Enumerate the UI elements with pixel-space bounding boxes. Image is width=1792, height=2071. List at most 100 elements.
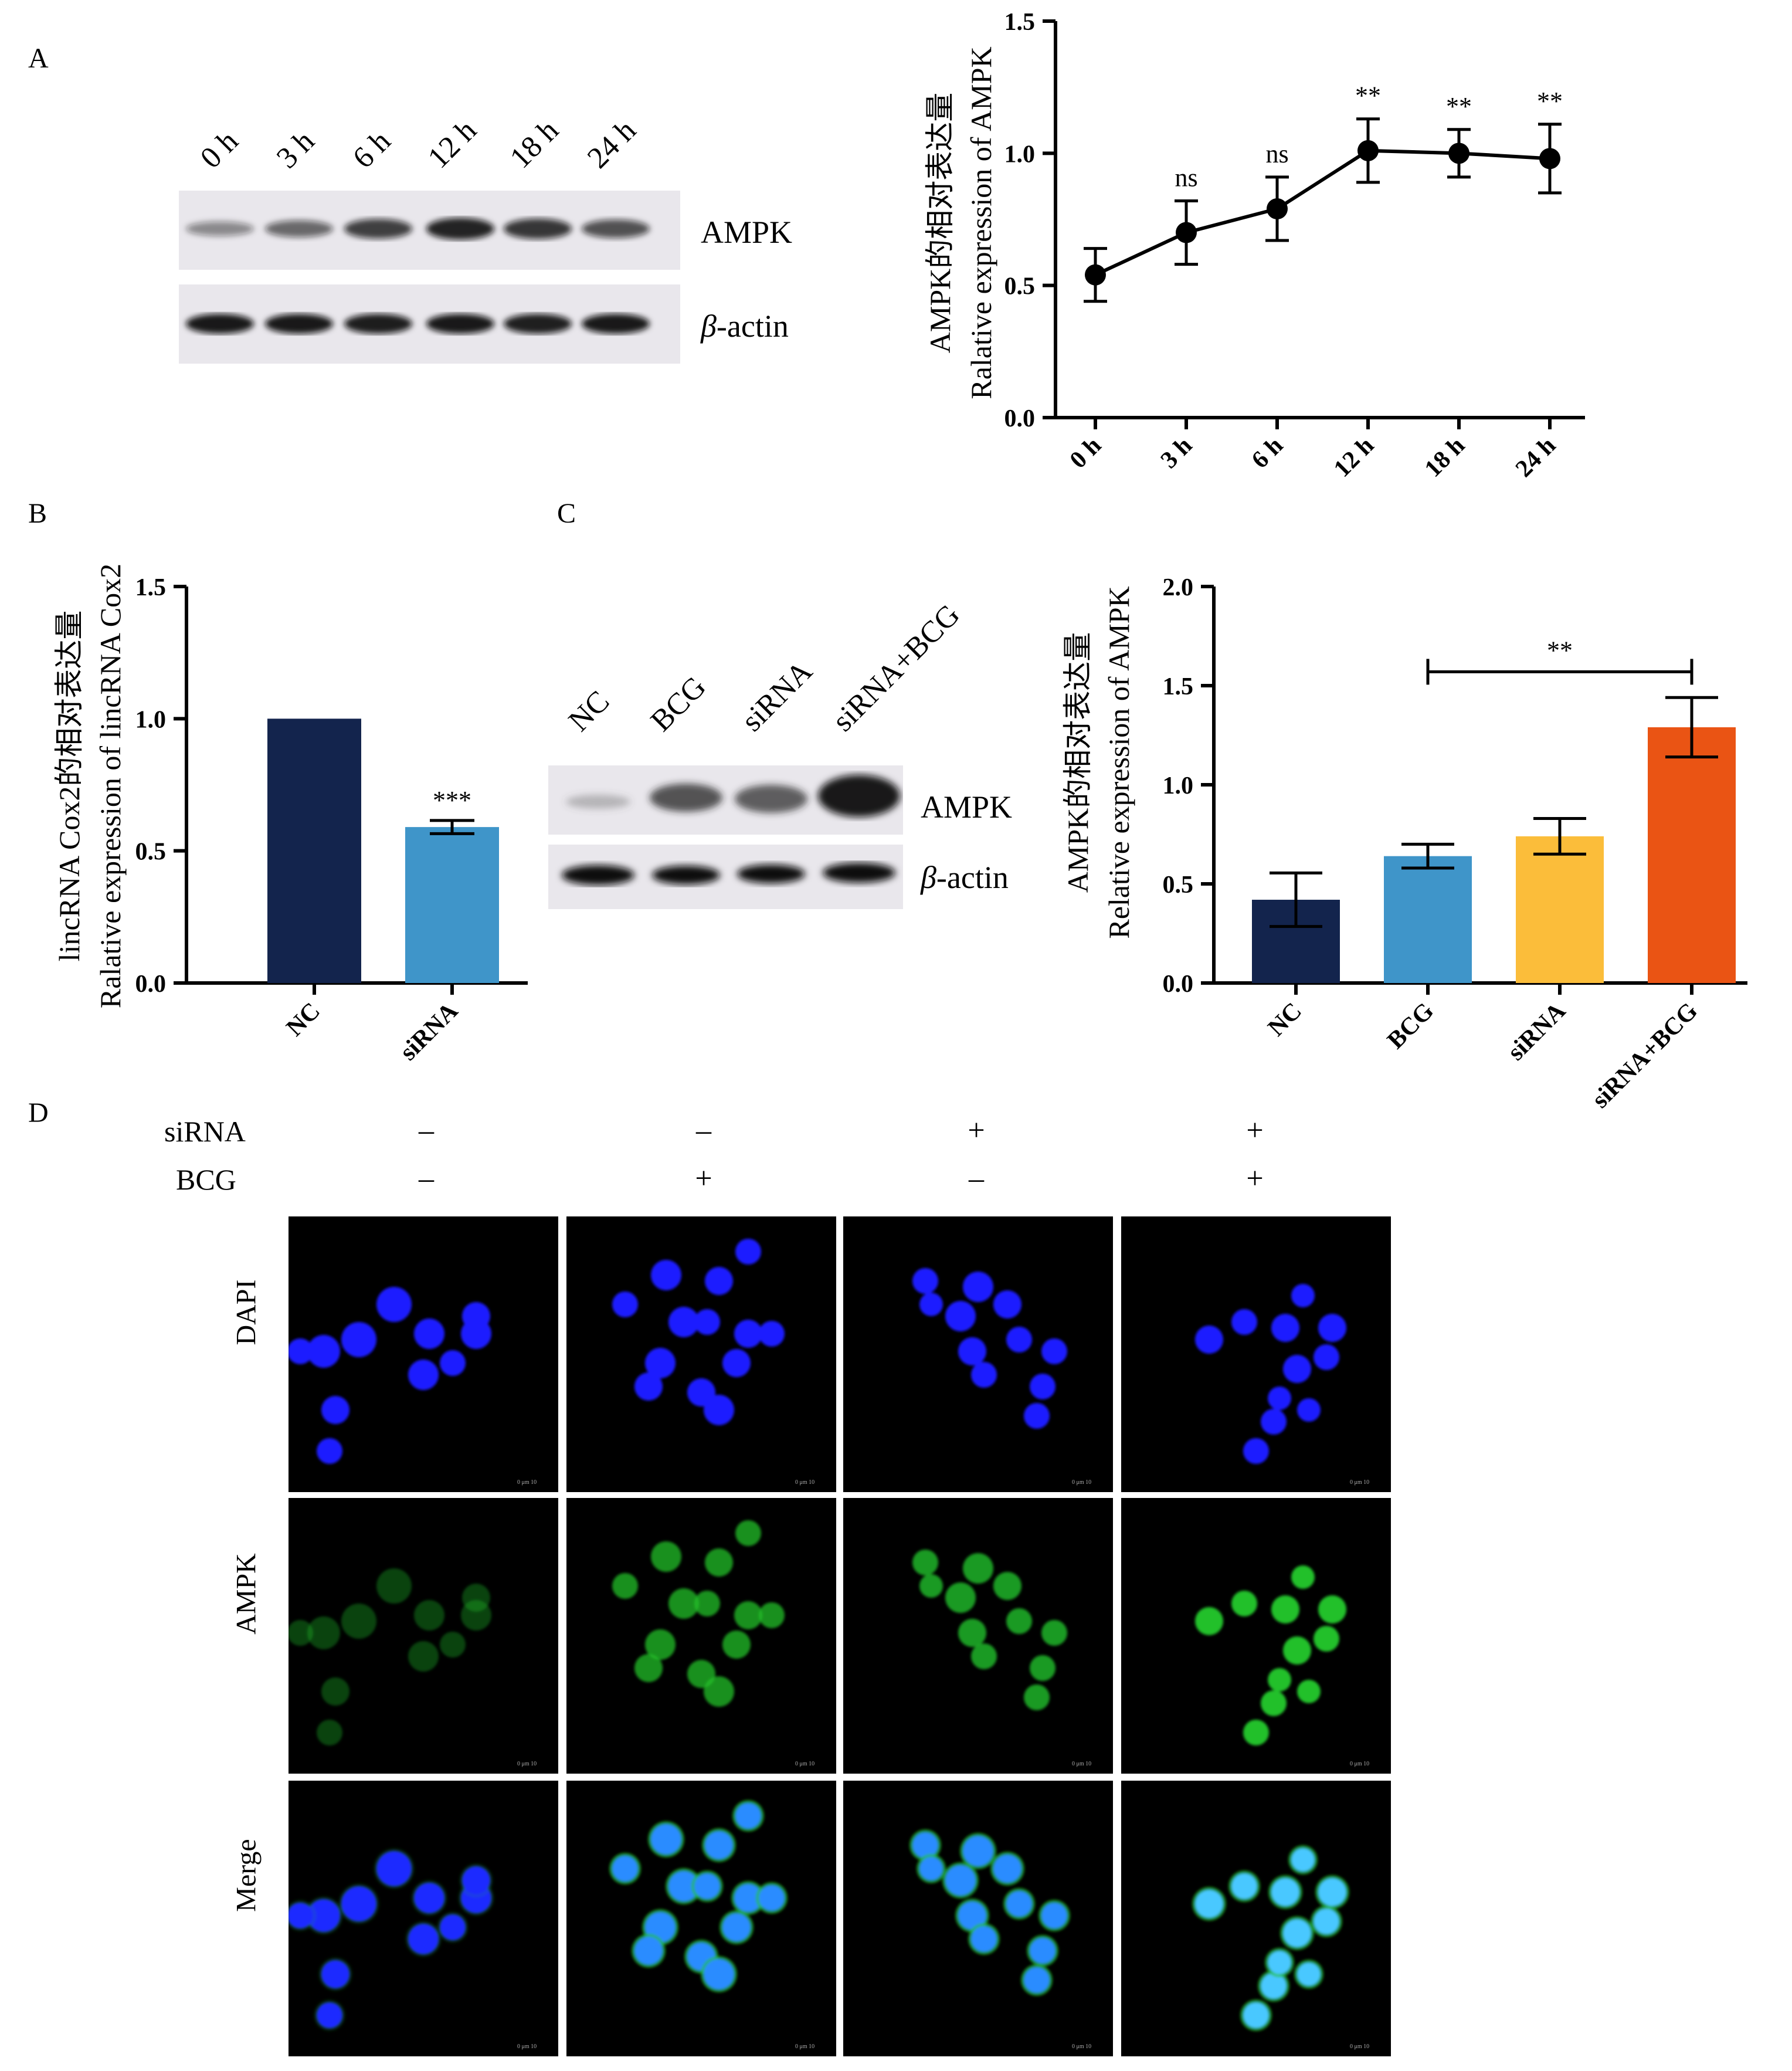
blot-a-actin-bands <box>186 314 650 334</box>
chart-b-y-tick-label: 0.5 <box>135 839 167 866</box>
chart-c-y-tick-label: 1.0 <box>1163 772 1194 799</box>
cell-nucleus <box>945 1582 976 1613</box>
cell-nucleus <box>1261 1690 1287 1716</box>
cell-nucleus <box>1283 1355 1311 1383</box>
blot-a-lane-2: 6 h <box>346 124 398 175</box>
chart-a-annotation: ** <box>1355 82 1381 110</box>
scale-bar-label: 0 μm 10 <box>795 1479 814 1486</box>
cell-nucleus <box>912 1268 938 1294</box>
cell-nucleus <box>1195 1890 1223 1918</box>
sirna-sign-2: + <box>968 1114 985 1147</box>
cell-nucleus <box>722 1631 751 1659</box>
cell-nucleus <box>634 1372 663 1401</box>
chart-a-x-tick-label: 12 h <box>1329 432 1379 483</box>
cell-nucleus <box>341 1886 376 1921</box>
blot-c-ampk-bands <box>566 775 900 817</box>
chart-b-y-tick-label: 1.0 <box>135 706 167 733</box>
chart-c-x-tick-label: siRNA <box>1502 997 1571 1066</box>
cell-nucleus <box>1195 1326 1223 1354</box>
cell-nucleus <box>1006 1608 1032 1634</box>
cell-nucleus <box>1261 1409 1287 1435</box>
cell-nucleus <box>414 1318 444 1349</box>
micrograph-background <box>566 1216 836 1492</box>
micrograph-merge-3: 0 μm 10 <box>843 1781 1113 2056</box>
chart-c-y-tick-label: 0.0 <box>1163 971 1194 998</box>
chart-c-x-tick-label: BCG <box>1382 998 1439 1055</box>
scale-bar-label: 0 μm 10 <box>795 1761 814 1767</box>
chart-a-point <box>1176 222 1197 243</box>
cell-nucleus <box>440 1914 466 1940</box>
blot-a-actin-band <box>344 314 412 334</box>
cell-nucleus <box>612 1573 638 1599</box>
chart-a-y-tick-label: 0.5 <box>1004 273 1036 300</box>
panel-label-b: B <box>28 498 47 529</box>
scale-bar-label: 0 μm 10 <box>1350 1479 1369 1486</box>
cell-nucleus <box>376 1568 412 1604</box>
cell-nucleus <box>414 1883 444 1913</box>
chart-a-point <box>1357 140 1379 161</box>
cell-nucleus <box>1297 1398 1321 1422</box>
cell-nucleus <box>722 1349 751 1377</box>
cell-nucleus <box>1024 1403 1050 1429</box>
cell-nucleus <box>945 1301 976 1331</box>
cell-nucleus <box>634 1654 663 1682</box>
chart-a-ylabel-en: Ralative expression of AMPK <box>965 46 997 399</box>
cell-nucleus <box>376 1287 412 1322</box>
cell-nucleus <box>705 1548 733 1577</box>
chart-a-x-tick-label: 18 h <box>1420 432 1470 483</box>
cell-nucleus <box>1006 1327 1032 1353</box>
blot-a-actin-band <box>504 314 572 334</box>
chart-c: 0.0 0.5 1.0 1.5 2.0 NC BCG siRNA siRNA+BCG ** AMPK… <box>1061 574 1747 1114</box>
chart-a-annotation: ** <box>1537 87 1563 116</box>
blot-a-actin-band <box>582 314 650 334</box>
blot-c-ampk-strip <box>548 765 903 835</box>
micrograph-cells <box>612 1239 785 1425</box>
chart-c-x-tick-label: NC <box>1263 998 1307 1042</box>
blot-c-label-actin: β-actin <box>921 860 1009 895</box>
blot-a-lane-5: 24 h <box>581 113 643 175</box>
cell-nucleus <box>1291 1565 1315 1589</box>
micrograph-cells <box>912 1268 1067 1429</box>
cell-nucleus <box>993 1572 1021 1600</box>
chart-a-ylabel-cn: AMPK的相对表达量 <box>924 93 956 353</box>
micrograph-merge-1: 0 μm 10 <box>289 1781 558 2056</box>
sirna-sign-3: + <box>1246 1114 1264 1147</box>
cell-nucleus <box>1271 1595 1299 1623</box>
blot-a-ampk-band <box>265 220 333 238</box>
cell-nucleus <box>612 1292 638 1317</box>
blot-a-lane-3: 12 h <box>421 113 483 175</box>
blot-a-ampk-band <box>186 221 254 236</box>
cell-nucleus <box>307 1899 340 1932</box>
micrograph-background <box>566 1498 836 1774</box>
chart-c-x-tick-label: siRNA+BCG <box>1587 998 1703 1114</box>
cell-nucleus <box>1041 1620 1067 1646</box>
cell-nucleus <box>1314 1909 1339 1934</box>
cell-nucleus <box>612 1856 638 1882</box>
chart-a-x-tick-label: 3 h <box>1156 432 1197 474</box>
cell-nucleus <box>704 1959 734 1989</box>
bcg-sign-2: – <box>969 1162 984 1195</box>
cell-nucleus <box>1268 1951 1291 1974</box>
blot-a-actin-band <box>426 314 494 334</box>
panel-label-d: D <box>28 1097 49 1128</box>
bcg-sign-1: + <box>695 1162 712 1195</box>
chart-c-y-tick-label: 1.5 <box>1163 673 1194 700</box>
cell-nucleus <box>1268 1387 1291 1410</box>
cell-nucleus <box>971 1362 997 1388</box>
blot-a-actin-band <box>186 314 254 334</box>
cell-nucleus <box>735 1520 761 1546</box>
blot-a-ampk-strip <box>179 191 680 270</box>
cell-nucleus <box>705 1267 733 1295</box>
micrograph-ampk-3: 0 μm 10 <box>843 1498 1113 1774</box>
cell-nucleus <box>694 1591 720 1616</box>
micrograph-cells <box>289 1287 491 1464</box>
micrograph-merge-2: 0 μm 10 <box>566 1781 836 2056</box>
cell-nucleus <box>1243 1438 1269 1464</box>
cell-nucleus <box>705 1831 733 1859</box>
chart-a-y-tick-label: 0.0 <box>1004 405 1036 432</box>
chart-b-x-tick-label: NC <box>281 998 325 1042</box>
micrograph-merge-4: 0 μm 10 <box>1121 1781 1391 2056</box>
cell-nucleus <box>1243 1720 1269 1745</box>
chart-b-annotation: *** <box>433 786 471 815</box>
blot-a-label-actin: β-actin <box>701 309 789 344</box>
